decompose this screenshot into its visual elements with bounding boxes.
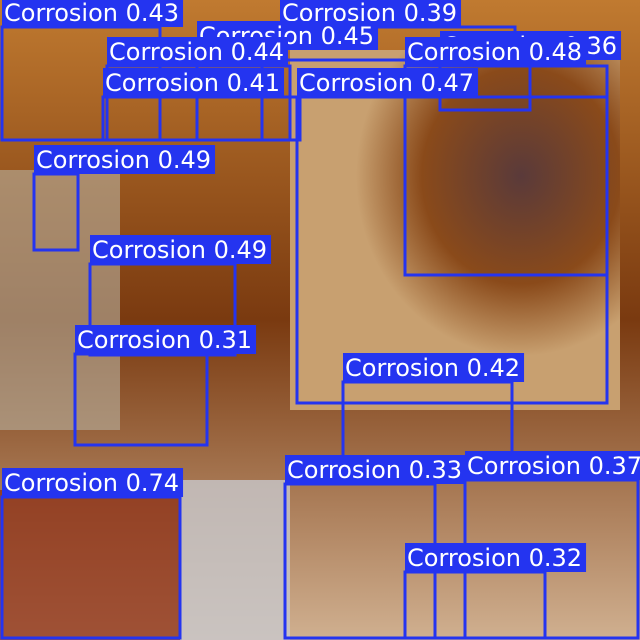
label-background bbox=[405, 543, 587, 572]
detection-label: Corrosion 0.33 bbox=[287, 456, 462, 484]
detection-label: Corrosion 0.43 bbox=[4, 0, 179, 27]
detection-label: Corrosion 0.41 bbox=[105, 69, 280, 97]
detection-label: Corrosion 0.42 bbox=[345, 354, 520, 382]
label-background bbox=[2, 0, 184, 27]
label-background bbox=[285, 455, 467, 484]
detection-label: Corrosion 0.47 bbox=[299, 69, 474, 97]
label-background bbox=[2, 468, 184, 497]
detection-label: Corrosion 0.31 bbox=[77, 326, 252, 354]
label-background bbox=[34, 145, 216, 174]
detection-label: Corrosion 0.37 bbox=[467, 452, 640, 480]
metal-patch bbox=[0, 170, 120, 430]
detection-label: Corrosion 0.32 bbox=[407, 544, 582, 572]
metal-patch bbox=[180, 480, 290, 640]
label-background bbox=[297, 68, 479, 97]
label-background bbox=[465, 451, 640, 480]
label-background bbox=[103, 68, 285, 97]
label-background bbox=[75, 325, 257, 354]
label-background bbox=[405, 37, 587, 66]
detection-label: Corrosion 0.48 bbox=[407, 38, 582, 66]
label-background bbox=[107, 37, 289, 66]
detection-label: Corrosion 0.74 bbox=[4, 469, 179, 497]
label-background bbox=[90, 235, 272, 264]
detection-label: Corrosion 0.49 bbox=[36, 146, 211, 174]
corrosion-patch bbox=[0, 490, 180, 640]
label-background bbox=[343, 353, 525, 382]
detection-label: Corrosion 0.44 bbox=[109, 38, 284, 66]
detection-label: Corrosion 0.49 bbox=[92, 236, 267, 264]
